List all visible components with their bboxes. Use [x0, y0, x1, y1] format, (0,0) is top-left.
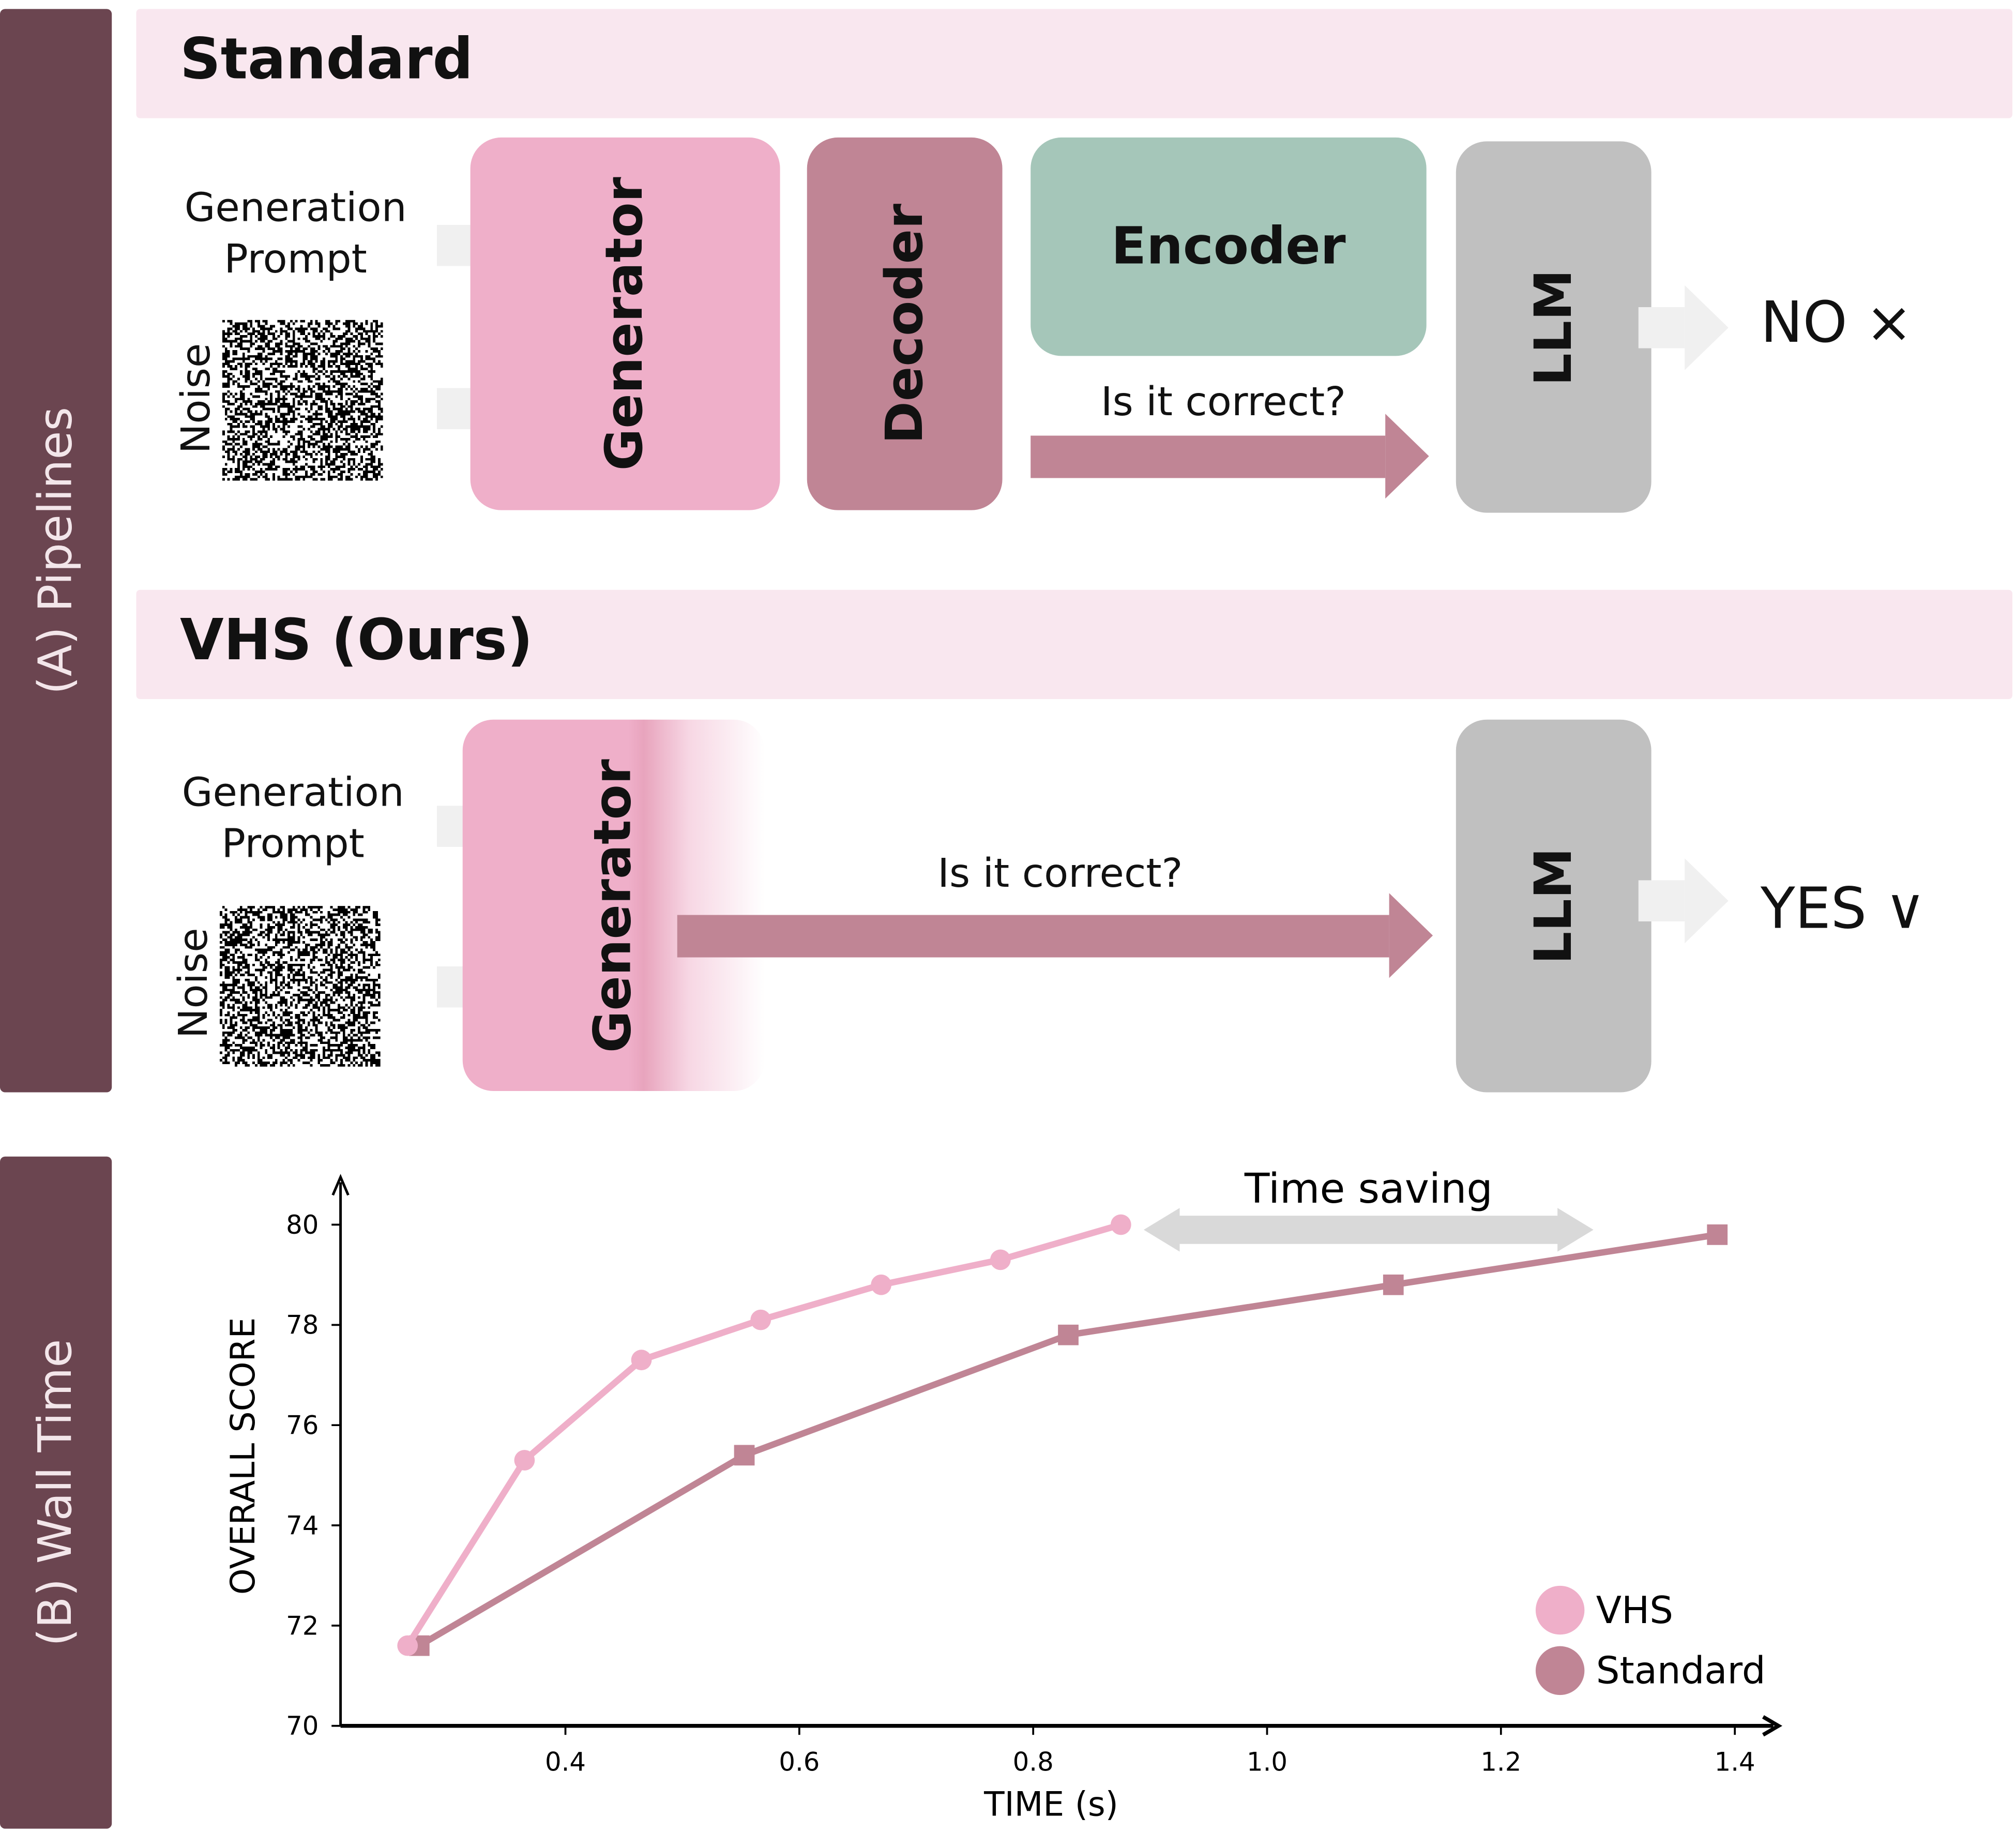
output-arrow-icon — [1639, 285, 1729, 370]
y-tick-label: 76 — [286, 1411, 319, 1441]
noise-label: Noise — [171, 928, 217, 1038]
data-point-standard — [1058, 1325, 1079, 1345]
verdict-no: NO ⨯ — [1761, 291, 1913, 356]
llm-block: LLM — [1456, 720, 1652, 1093]
vhs-title: VHS (Ours) — [180, 608, 533, 674]
encoder-block: Encoder — [1031, 138, 1426, 356]
y-tick-label: 70 — [286, 1711, 319, 1741]
series-line-standard — [419, 1235, 1717, 1646]
standard-header: Standard — [136, 9, 2012, 118]
legend-swatch-standard — [1536, 1646, 1584, 1695]
vhs-header: VHS (Ours) — [136, 590, 2012, 699]
generation-prompt-label: Generation Prompt — [167, 183, 424, 285]
x-tick-label: 0.6 — [779, 1747, 820, 1777]
arrow-to-llm-icon — [1031, 414, 1429, 498]
data-point-vhs — [397, 1635, 418, 1656]
question-label: Is it correct? — [861, 848, 1259, 899]
x-tick-label: 1.2 — [1480, 1747, 1521, 1777]
data-point-standard — [1707, 1224, 1728, 1245]
x-tick-label: 0.4 — [545, 1747, 586, 1777]
data-point-vhs — [990, 1249, 1011, 1270]
generator-block: Generator — [471, 138, 780, 510]
llm-label: LLM — [1524, 269, 1583, 386]
generator-label: Generator — [584, 759, 643, 1052]
data-point-vhs — [514, 1450, 535, 1471]
time-saving-arrow-icon — [1144, 1208, 1594, 1252]
noise-image — [220, 906, 381, 1067]
noise-label: Noise — [174, 343, 220, 454]
x-tick-label: 1.0 — [1247, 1747, 1287, 1777]
data-point-standard — [1383, 1275, 1404, 1295]
data-point-standard — [734, 1445, 755, 1465]
data-point-vhs — [750, 1310, 771, 1330]
data-point-vhs — [1111, 1215, 1131, 1235]
section-a-label: (A) Pipelines — [0, 9, 112, 1092]
verdict-yes: YES ∨ — [1761, 876, 1926, 942]
data-point-vhs — [871, 1275, 891, 1295]
y-tick-label: 74 — [286, 1510, 319, 1540]
y-tick-label: 72 — [286, 1611, 319, 1641]
legend-label-vhs: VHS — [1596, 1588, 1673, 1632]
time-saving-annotation: Time saving — [1244, 1164, 1493, 1213]
arrow-to-llm-icon — [677, 893, 1433, 978]
wall-time-chart: 0.4 0.6 0.8 1.0 1.2 1.4 70 72 74 76 78 80 TIME (s) OV… — [0, 1131, 2015, 1848]
y-axis-label: OVERALL SCORE — [224, 1317, 263, 1595]
generator-label: Generator — [596, 177, 655, 471]
encoder-label: Encoder — [1111, 217, 1346, 276]
legend-swatch-vhs — [1536, 1586, 1584, 1634]
x-axis-label: TIME (s) — [983, 1785, 1118, 1824]
y-tick-label: 78 — [286, 1310, 319, 1340]
legend-label-standard: Standard — [1596, 1649, 1766, 1692]
x-tick-label: 0.8 — [1013, 1747, 1054, 1777]
decoder-label: Decoder — [875, 204, 934, 444]
series-line-vhs — [407, 1224, 1121, 1645]
noise-image — [222, 320, 383, 481]
data-point-vhs — [631, 1350, 652, 1370]
y-tick-label: 80 — [286, 1210, 319, 1240]
llm-label: LLM — [1524, 847, 1583, 964]
llm-block: LLM — [1456, 141, 1652, 512]
x-tick-label: 1.4 — [1715, 1747, 1755, 1777]
output-arrow-icon — [1639, 858, 1729, 943]
standard-title: Standard — [180, 27, 473, 93]
generation-prompt-label: Generation Prompt — [164, 767, 421, 870]
section-a-label-text: (A) Pipelines — [29, 407, 82, 694]
decoder-block: Decoder — [807, 138, 1003, 510]
